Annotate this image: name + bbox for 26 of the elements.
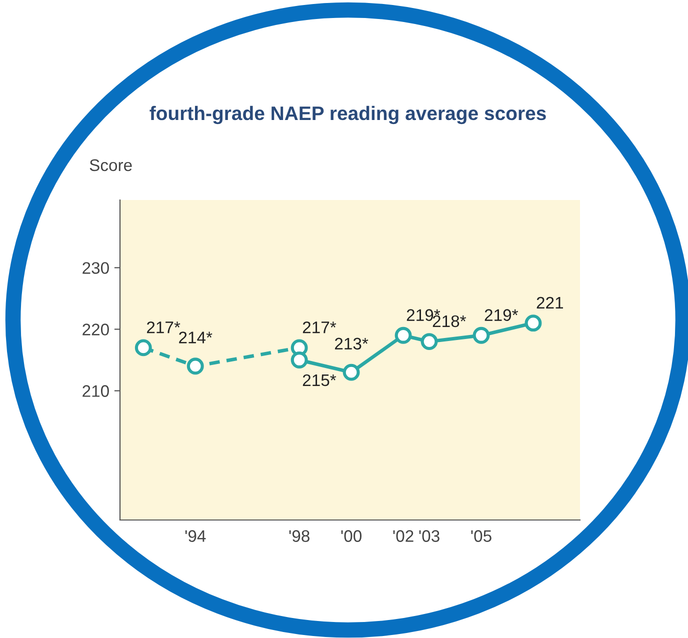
point <box>472 326 490 344</box>
data-label: 217* <box>147 321 180 334</box>
data-label: 214* <box>179 332 212 344</box>
x-tick-label: '05 <box>471 530 492 542</box>
point <box>342 364 360 381</box>
point <box>394 326 412 344</box>
data-label: 217* <box>302 321 336 334</box>
point <box>134 339 152 356</box>
chart-title: fourth-grade NAEP reading average scores <box>150 106 546 124</box>
point <box>420 333 438 350</box>
y-axis-title: Score <box>90 159 132 172</box>
point <box>524 314 542 332</box>
x-tick-label: '02 <box>393 530 414 542</box>
data-label: 221 <box>536 296 563 309</box>
x-tick-label: '03 <box>419 530 440 542</box>
data-label: 215* <box>302 374 336 386</box>
data-label: 219* <box>484 309 518 321</box>
point <box>290 352 308 368</box>
x-tick-label: '00 <box>341 530 362 542</box>
x-tick-label: '94 <box>185 530 206 542</box>
y-tick-label: 210 <box>82 385 109 397</box>
y-tick-label: 230 <box>82 262 109 274</box>
point <box>186 358 204 375</box>
y-tick-label: 220 <box>82 324 109 336</box>
x-tick-label: '98 <box>289 530 310 542</box>
data-label: 213* <box>334 338 368 350</box>
